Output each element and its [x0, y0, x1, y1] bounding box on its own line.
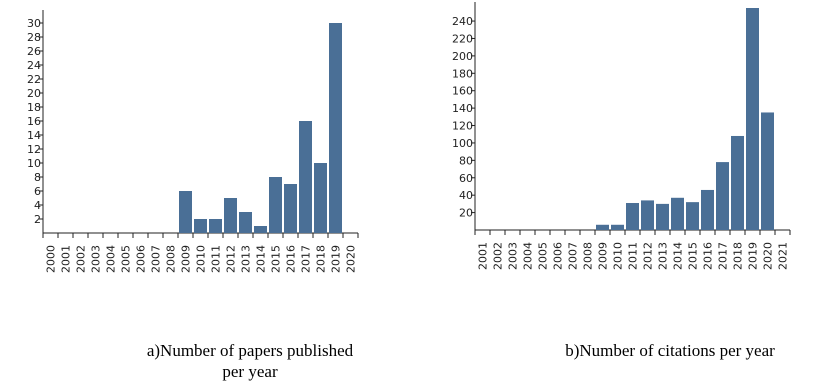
- chart-a-x-tick-label: 2016: [285, 245, 298, 273]
- chart-b-x-tick-label: 2008: [582, 242, 595, 270]
- chart-b-x-tick-label: 2016: [702, 242, 715, 270]
- chart-b-x-tick-label: 2014: [672, 242, 685, 270]
- chart-a-bar-2017: [299, 121, 312, 233]
- chart-a-caption-line2: per year: [222, 362, 278, 381]
- chart-a-y-tick-label: 6: [34, 185, 41, 198]
- chart-b-caption: b)Number of citations per year: [520, 340, 820, 361]
- chart-a-y-tick-label: 4: [34, 199, 41, 212]
- chart-b-x-tick-label: 2015: [687, 242, 700, 270]
- chart-b-x-tick-label: 2005: [537, 242, 550, 270]
- chart-b-x-tick-label: 2006: [552, 242, 565, 270]
- chart-b-x-tick-label: 2003: [507, 242, 520, 270]
- chart-b-x-tick-label: 2013: [657, 242, 670, 270]
- chart-a-y-tick-label: 8: [34, 171, 41, 184]
- chart-a-bar-2009: [179, 191, 192, 233]
- chart-b-x-tick-label: 2018: [732, 242, 745, 270]
- chart-b-y-tick-label: 180: [452, 67, 473, 80]
- chart-a-x-tick-label: 2003: [90, 245, 103, 273]
- chart-b-bar-2014: [671, 197, 684, 230]
- chart-a-bar-2016: [284, 184, 297, 233]
- chart-b-bar-2012: [641, 200, 654, 230]
- chart-a-x-tick-label: 2015: [270, 245, 283, 273]
- citations-per-year-chart: 20 40 60 80 100 120 140 160 180 200 220 240 2001 2002…: [452, 2, 791, 270]
- chart-a-x-tick-label: 2011: [210, 245, 223, 273]
- chart-a-x-tick-label: 2008: [165, 245, 178, 273]
- chart-a-x-tick-label: 2004: [105, 245, 118, 273]
- chart-a-bar-2010: [194, 219, 207, 233]
- chart-b-x-tick-label: 2010: [612, 242, 625, 270]
- chart-b-x-tick-label: 2011: [627, 242, 640, 270]
- chart-b-x-tick-label: 2012: [642, 242, 655, 270]
- chart-a-x-tick-label: 2018: [315, 245, 328, 273]
- chart-a-y-tick-label: 18: [27, 101, 41, 114]
- chart-a-x-tick-label: 2002: [75, 245, 88, 273]
- chart-a-x-tick-label: 2017: [300, 245, 313, 273]
- chart-a-y-tick-label: 2: [34, 213, 41, 226]
- chart-a-bar-2015: [269, 177, 282, 233]
- chart-a-x-tick-label: 2006: [135, 245, 148, 273]
- chart-b-bar-2011: [626, 203, 639, 230]
- chart-a-y-tick-label: 28: [27, 31, 41, 44]
- chart-b-y-tick-label: 100: [452, 137, 473, 150]
- chart-a-y-tick-label: 20: [27, 87, 41, 100]
- chart-a-x-tick-label: 2007: [150, 245, 163, 273]
- chart-a-bar-2019: [329, 23, 342, 233]
- chart-b-bar-2018: [731, 135, 744, 230]
- chart-a-caption: a)Number of papers published per year: [90, 340, 410, 382]
- chart-a-x-tick-label: 2020: [345, 245, 358, 273]
- chart-a-y-tick-label: 16: [27, 115, 41, 128]
- chart-b-y-tick-label: 80: [459, 154, 473, 167]
- chart-a-x-tick-label: 2010: [195, 245, 208, 273]
- chart-b-bar-2009: [596, 224, 609, 230]
- chart-a-y-tick-label: 24: [27, 59, 41, 72]
- chart-b-y-tick-label: 20: [459, 207, 473, 220]
- chart-a-x-tick-label: 2013: [240, 245, 253, 273]
- chart-b-caption-line1: b)Number of citations per year: [565, 341, 775, 360]
- chart-a-bar-2018: [314, 163, 327, 233]
- chart-a-caption-line1: a)Number of papers published: [146, 341, 354, 360]
- chart-b-y-tick-label: 140: [452, 102, 473, 115]
- chart-a-x-tick-label: 2001: [60, 245, 73, 273]
- chart-a-x-tick-label: 2000: [45, 245, 58, 273]
- chart-b-y-tick-label: 240: [452, 15, 473, 28]
- chart-b-y-tick-label: 160: [452, 85, 473, 98]
- chart-a-bar-2011: [209, 219, 222, 233]
- chart-b-bar-2013: [656, 203, 669, 230]
- chart-a-y-tick-label: 26: [27, 45, 41, 58]
- chart-b-x-tick-label: 2019: [747, 242, 760, 270]
- chart-b-x-tick-label: 2004: [522, 242, 535, 270]
- chart-a-x-tick-label: 2005: [120, 245, 133, 273]
- chart-a-y-tick-label: 12: [27, 143, 41, 156]
- chart-a-y-tick-label: 10: [27, 157, 41, 170]
- chart-b-bar-2020: [761, 112, 774, 230]
- chart-a-x-tick-label: 2009: [180, 245, 193, 273]
- chart-b-x-tick-label: 2020: [762, 242, 775, 270]
- chart-a-x-tick-label: 2014: [255, 245, 268, 273]
- chart-a-x-tick-label: 2019: [330, 245, 343, 273]
- chart-b-x-tick-label: 2007: [567, 242, 580, 270]
- chart-b-bar-2010: [611, 224, 624, 230]
- chart-b-y-tick-label: 220: [452, 32, 473, 45]
- chart-a-y-tick-label: 22: [27, 73, 41, 86]
- chart-b-y-tick-label: 60: [459, 172, 473, 185]
- chart-a-bar-2012: [224, 198, 237, 233]
- chart-a-y-tick-label: 14: [27, 129, 41, 142]
- chart-b-y-tick-label: 40: [459, 189, 473, 202]
- chart-b-bar-2017: [716, 162, 729, 230]
- chart-a-y-tick-label: 30: [27, 17, 41, 30]
- chart-b-x-tick-label: 2009: [597, 242, 610, 270]
- chart-a-bar-2014: [254, 226, 267, 233]
- chart-b-bar-2015: [686, 202, 699, 230]
- chart-b-x-tick-label: 2017: [717, 242, 730, 270]
- chart-b-x-tick-label: 2021: [777, 242, 790, 270]
- chart-b-bar-2016: [701, 189, 714, 230]
- chart-b-bar-2019: [746, 8, 759, 230]
- chart-b-y-tick-label: 120: [452, 120, 473, 133]
- chart-a-x-tick-label: 2012: [225, 245, 238, 273]
- chart-b-y-tick-label: 200: [452, 50, 473, 63]
- chart-a-bar-2013: [239, 212, 252, 233]
- chart-b-x-tick-label: 2001: [477, 242, 490, 270]
- chart-b-x-tick-label: 2002: [492, 242, 505, 270]
